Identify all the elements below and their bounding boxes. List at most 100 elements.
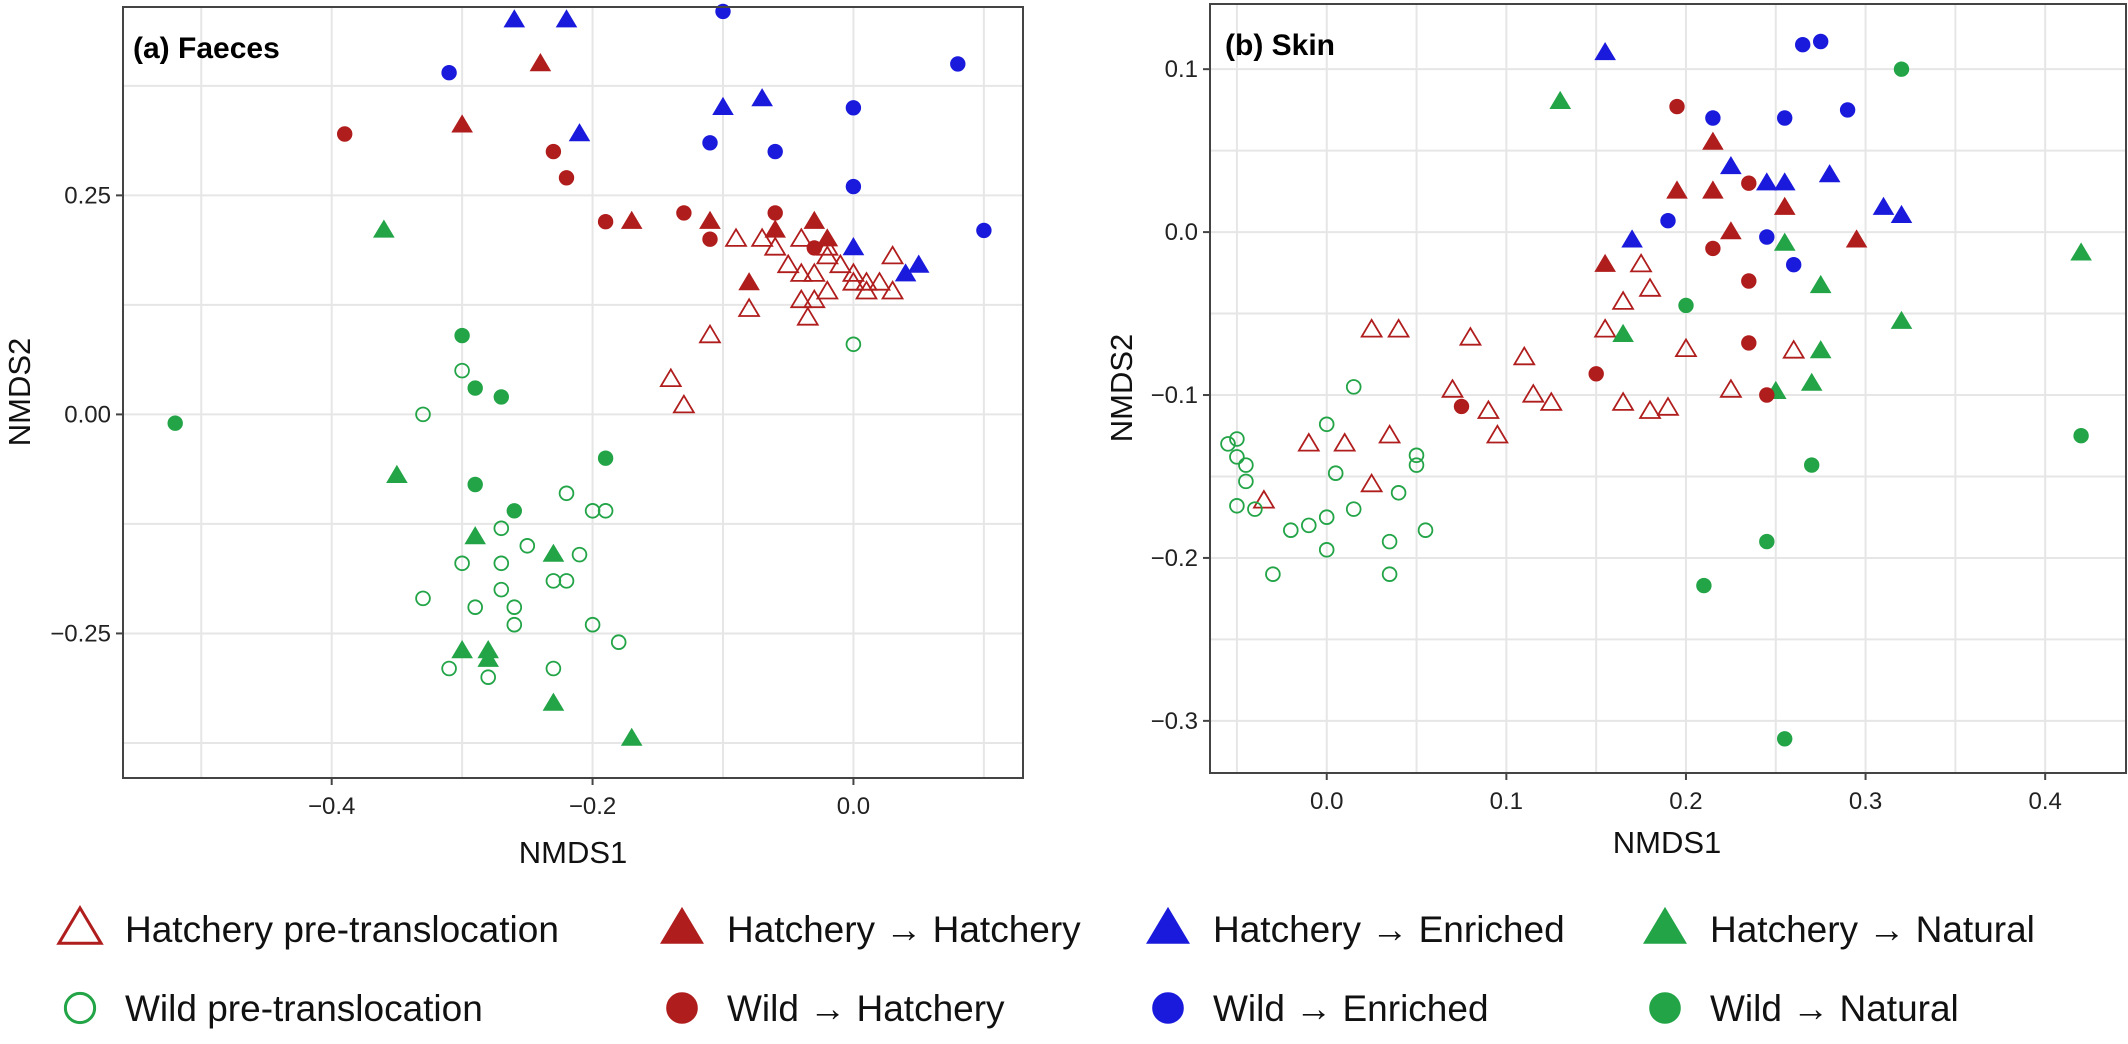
faeces-point-hatchery-pre-translocation [881,280,905,300]
skin-point-wild-pre-translocation [1417,522,1434,538]
skin-point-wild-pre-translocation [1238,457,1254,473]
skin-point-wild-to-hatchery [1741,175,1757,191]
faeces-panel-title: (a) Faeces [133,32,280,65]
skin-point-wild-to-natural [1759,533,1775,550]
faeces-point-hatchery-pre-translocation [828,253,852,274]
skin-series-hatchery-to-enriched [1594,42,1913,248]
faeces-plot-frame [122,6,1024,779]
faeces-point-hatchery-pre-translocation [815,280,839,300]
skin-point-wild-pre-translocation [1318,542,1335,558]
faeces-point-wild-pre-translocation [493,581,510,598]
faeces-y-tick-label: 0.00 [64,401,111,428]
faeces-point-hatchery-pre-translocation [855,280,878,300]
faeces-point-hatchery-to-natural [620,727,643,746]
faeces-point-wild-pre-translocation [493,555,510,572]
skin-point-wild-pre-translocation [1318,416,1335,433]
skin-point-hatchery-pre-translocation [1782,339,1806,359]
skin-point-wild-to-hatchery [1741,273,1757,289]
skin-point-hatchery-to-natural [1890,310,1913,329]
skin-point-wild-pre-translocation [1327,465,1344,481]
skin-point-wild-to-natural [2073,428,2089,444]
skin-point-hatchery-pre-translocation [1638,277,1662,297]
skin-point-hatchery-pre-translocation [1512,345,1536,366]
faeces-point-hatchery-to-hatchery [529,53,552,72]
skin-point-wild-pre-translocation [1283,522,1299,538]
skin-panel: 0.0 0.1 0.2 0.3 0.4 0.1 0.0 −0.1 −0.2 −0.3 (b) Sk… [1104,3,2127,860]
faeces-point-wild-to-natural [506,503,522,519]
faeces-point-wild-to-enriched [767,143,783,160]
faeces-x-axis-title: NMDS1 [519,835,628,870]
skin-point-hatchery-to-enriched [1621,229,1643,248]
faeces-point-wild-to-hatchery [545,143,562,160]
skin-point-hatchery-pre-translocation [1476,399,1500,419]
skin-point-hatchery-pre-translocation [1333,432,1357,452]
skin-series-wild-to-natural [1678,61,2089,747]
skin-x-tick-label: 0.2 [1669,788,1702,815]
skin-point-wild-to-natural [1777,731,1793,747]
legend-item-hatchery-pre-translocation: Hatchery pre-translocation [56,904,559,950]
faeces-point-hatchery-pre-translocation [776,253,800,274]
faeces-point-hatchery-pre-translocation [789,227,813,247]
skin-point-wild-to-hatchery [1453,398,1470,415]
faeces-point-wild-to-natural [467,476,483,493]
faeces-x-tick-label: −0.2 [569,793,616,820]
skin-point-hatchery-pre-translocation [1629,253,1653,273]
skin-point-hatchery-pre-translocation [1719,378,1743,398]
skin-point-wild-to-hatchery [1759,387,1775,403]
skin-series-hatchery-to-hatchery [1594,131,1868,272]
skin-point-wild-pre-translocation [1381,533,1398,550]
skin-point-wild-to-enriched [1777,110,1793,126]
skin-point-wild-to-hatchery [1741,335,1757,351]
faeces-point-wild-to-enriched [845,100,862,116]
faeces-point-wild-to-natural [467,380,483,396]
skin-x-axis-title: NMDS1 [1613,825,1722,860]
faeces-point-wild-pre-translocation [597,503,614,519]
faeces-point-hatchery-pre-translocation [789,262,813,282]
faeces-point-hatchery-to-natural [464,526,486,545]
legend-marker-hatchery-to-hatchery [660,906,704,944]
faeces-point-wild-to-enriched [950,56,966,72]
skin-y-tick-label: 0.0 [1165,219,1198,246]
faeces-point-wild-to-natural [167,415,183,431]
legend-item-wild-to-hatchery: Wild → Hatchery [666,988,1005,1029]
faeces-point-hatchery-pre-translocation [724,227,748,247]
skin-point-hatchery-pre-translocation [1378,424,1402,444]
faeces-point-wild-to-hatchery [337,126,353,142]
skin-y-tick-label: 0.1 [1165,56,1198,83]
legend-item-hatchery-to-hatchery: Hatchery → Hatchery [660,906,1081,950]
skin-x-tick-label: 0.4 [2028,788,2061,815]
faeces-series-wild-to-hatchery [337,126,822,256]
legend-marker-hatchery-pre-translocation [56,904,104,945]
skin-point-hatchery-pre-translocation [1593,318,1617,338]
skin-point-wild-to-natural [1678,297,1694,314]
faeces-point-wild-pre-translocation [415,406,431,423]
faeces-point-wild-to-hatchery [767,205,783,221]
skin-point-hatchery-to-hatchery [1594,253,1616,272]
skin-plot-background [1210,4,2126,773]
skin-point-hatchery-to-hatchery [1845,229,1868,248]
faeces-point-wild-to-hatchery [676,205,692,221]
skin-point-hatchery-to-natural [1809,274,1832,294]
skin-point-wild-to-enriched [1795,37,1811,53]
faeces-point-wild-pre-translocation [558,573,575,589]
legend-label: Hatchery → Hatchery [727,909,1081,950]
legend-label: Wild → Enriched [1213,988,1489,1029]
faeces-point-wild-pre-translocation [441,660,457,677]
faeces-point-hatchery-to-hatchery [451,114,473,133]
faeces-point-hatchery-to-enriched [712,96,734,115]
skin-point-wild-pre-translocation [1381,566,1398,582]
faeces-point-hatchery-to-hatchery [803,210,826,229]
skin-point-wild-pre-translocation [1229,449,1245,465]
skin-y-tick-label: −0.2 [1151,545,1198,572]
skin-point-hatchery-to-enriched [1872,196,1895,215]
skin-point-wild-to-enriched [1705,110,1721,126]
legend-label: Wild pre-translocation [125,988,483,1029]
skin-x-tick-label: 0.3 [1849,788,1882,815]
skin-x-tick-label: 0.0 [1310,788,1343,815]
skin-point-hatchery-pre-translocation [1360,472,1384,493]
faeces-point-wild-pre-translocation [584,616,601,633]
faeces-point-hatchery-to-hatchery [620,210,643,229]
skin-point-hatchery-to-natural [1773,232,1796,251]
skin-point-wild-pre-translocation [1390,485,1407,501]
